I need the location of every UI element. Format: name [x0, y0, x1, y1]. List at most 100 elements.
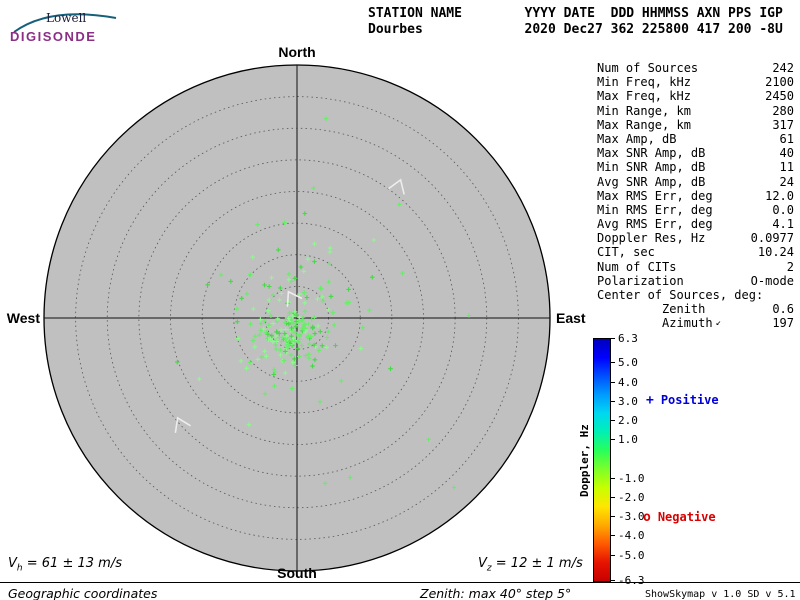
stat-row: Min Freq, kHz 2100 — [597, 75, 794, 89]
stat-value: 11 — [779, 160, 794, 175]
stat-row: Avg RMS Err, deg 4.1 — [597, 217, 794, 231]
circle-marker-icon: o — [643, 510, 651, 525]
version-credit: ShowSkymap v 1.0 SD v 5.1 — [645, 589, 796, 600]
compass-east-label: East — [556, 310, 586, 326]
stat-label: Zenith — [597, 302, 706, 317]
axes — [44, 65, 550, 571]
colorbar-tick — [611, 420, 615, 422]
stat-label: Azimuth ↙ — [597, 316, 722, 331]
colorbar-tick-label: -2.0 — [618, 490, 645, 504]
legend-positive-label: Positive — [660, 393, 719, 407]
header-values: Dourbes 2020 Dec27 362 225800 417 200 -8… — [368, 22, 783, 37]
legend-negative-label: Negative — [657, 510, 716, 524]
compass-south-label: South — [277, 565, 317, 581]
stat-row: Zenith 0.6 — [597, 302, 794, 316]
stat-row: Azimuth ↙ 197 — [597, 316, 794, 330]
plus-marker-icon: + — [646, 393, 654, 408]
stat-row: Max SNR Amp, dB 40 — [597, 146, 794, 160]
coordinates-note: Geographic coordinates — [8, 586, 158, 600]
stat-row: Center of Sources, deg: — [597, 288, 794, 302]
compass-west-label: West — [6, 310, 40, 326]
stat-label: Center of Sources, deg: — [597, 288, 764, 302]
source-points — [175, 116, 472, 490]
vh-subscript: h — [16, 563, 23, 574]
stat-value: 0.0 — [772, 202, 794, 217]
colorbar-tick-label: -3.0 — [618, 510, 645, 524]
logo-digisonde-text: DIGISONDE — [10, 29, 97, 44]
colorbar-tick — [611, 477, 615, 479]
colorbar-tick-label: 4.0 — [618, 375, 638, 389]
zenith-scale-note: Zenith: max 40° step 5° — [420, 586, 572, 600]
horizontal-velocity-readout: Vh = 61 ± 13 m/s — [8, 556, 122, 574]
colorbar-tick — [611, 362, 615, 364]
stat-value: O-mode — [750, 273, 794, 288]
stat-label: Avg SNR Amp, dB — [597, 174, 706, 189]
colorbar-tick-label: -5.0 — [618, 548, 645, 562]
stat-label: Polarization — [597, 273, 684, 288]
stat-row: Max Range, km 317 — [597, 118, 794, 132]
stat-value: 4.1 — [772, 217, 794, 232]
stat-label: Min SNR Amp, dB — [597, 160, 706, 175]
stat-value: 242 — [772, 61, 794, 75]
logo-lowell-text: Lowell — [46, 11, 87, 25]
stat-row: Num of CITs 2 — [597, 260, 794, 274]
lowell-digisonde-logo: Lowell DIGISONDE — [10, 5, 128, 49]
stat-label: Num of Sources — [597, 61, 699, 75]
stat-label: Num of CITs — [597, 259, 677, 274]
skymap-chart — [43, 64, 551, 572]
colorbar-tick-label: -4.0 — [618, 529, 645, 543]
stat-label: Max Range, km — [597, 117, 691, 132]
stat-row: Max Freq, kHz 2450 — [597, 89, 794, 103]
stat-value: 197 — [772, 316, 794, 331]
stat-value: 2100 — [765, 75, 794, 90]
stat-label: Avg RMS Err, deg — [597, 217, 713, 232]
stat-label: Max Amp, dB — [597, 131, 677, 146]
colorbar-tick — [611, 535, 615, 537]
stat-value: 12.0 — [765, 188, 794, 203]
stat-row: Min RMS Err, deg 0.0 — [597, 203, 794, 217]
colorbar-axis-label: Doppler, Hz — [578, 424, 591, 497]
stat-row: Min Range, km 280 — [597, 104, 794, 118]
header-labels: STATION NAME YYYY DATE DDD HHMMSS AXN PP… — [368, 6, 783, 21]
stat-value: 280 — [772, 103, 794, 118]
stat-value: 24 — [779, 174, 794, 189]
colorbar-tick-label: 1.0 — [618, 433, 638, 447]
logo-swoosh-icon — [13, 13, 117, 33]
colorbar-tick — [611, 337, 615, 339]
colorbar-tick — [611, 554, 615, 556]
stat-label: Max RMS Err, deg — [597, 188, 713, 203]
colorbar-ticks: 6.3 5.0 4.0 3.0 2.0 1.0 -1.0 -2.0 -3.0 -4.0 -5.0 -6… — [611, 332, 656, 587]
drift-arrows — [174, 178, 405, 434]
colorbar-tick-label: 2.0 — [618, 414, 638, 428]
vz-subscript: z — [486, 563, 492, 574]
stat-row: Num of Sources 242 — [597, 61, 794, 75]
colorbar-tick — [611, 516, 615, 518]
colorbar-tick — [611, 400, 615, 402]
doppler-colorbar — [593, 338, 611, 582]
stat-row: Max RMS Err, deg 12.0 — [597, 189, 794, 203]
stat-row: Min SNR Amp, dB 11 — [597, 160, 794, 174]
stat-row: Polarization O-mode — [597, 274, 794, 288]
stat-value: 2 — [786, 259, 794, 274]
stat-value: 2450 — [765, 89, 794, 104]
footer-divider — [0, 582, 800, 583]
colorbar-tick-label: 5.0 — [618, 356, 638, 370]
stat-label: Max SNR Amp, dB — [597, 146, 706, 161]
colorbar-tick — [611, 579, 615, 581]
stat-value: 0.6 — [772, 302, 794, 317]
stat-value: 61 — [779, 131, 794, 146]
azimuth-direction-icon: ↙ — [715, 318, 722, 329]
colorbar-tick-label: 6.3 — [618, 331, 638, 345]
colorbar-tick-label: 3.0 — [618, 394, 638, 408]
stat-row: Doppler Res, Hz 0.0977 — [597, 231, 794, 245]
compass-north-label: North — [278, 44, 316, 60]
stat-label: Min RMS Err, deg — [597, 202, 713, 217]
vh-symbol: V — [8, 556, 17, 571]
colorbar-tick — [611, 496, 615, 498]
stat-value: 40 — [779, 146, 794, 161]
stat-row: Max Amp, dB 61 — [597, 132, 794, 146]
stat-label: CIT, sec — [597, 245, 655, 260]
legend-positive: + Positive — [646, 393, 719, 408]
stat-value: 10.24 — [757, 245, 794, 260]
